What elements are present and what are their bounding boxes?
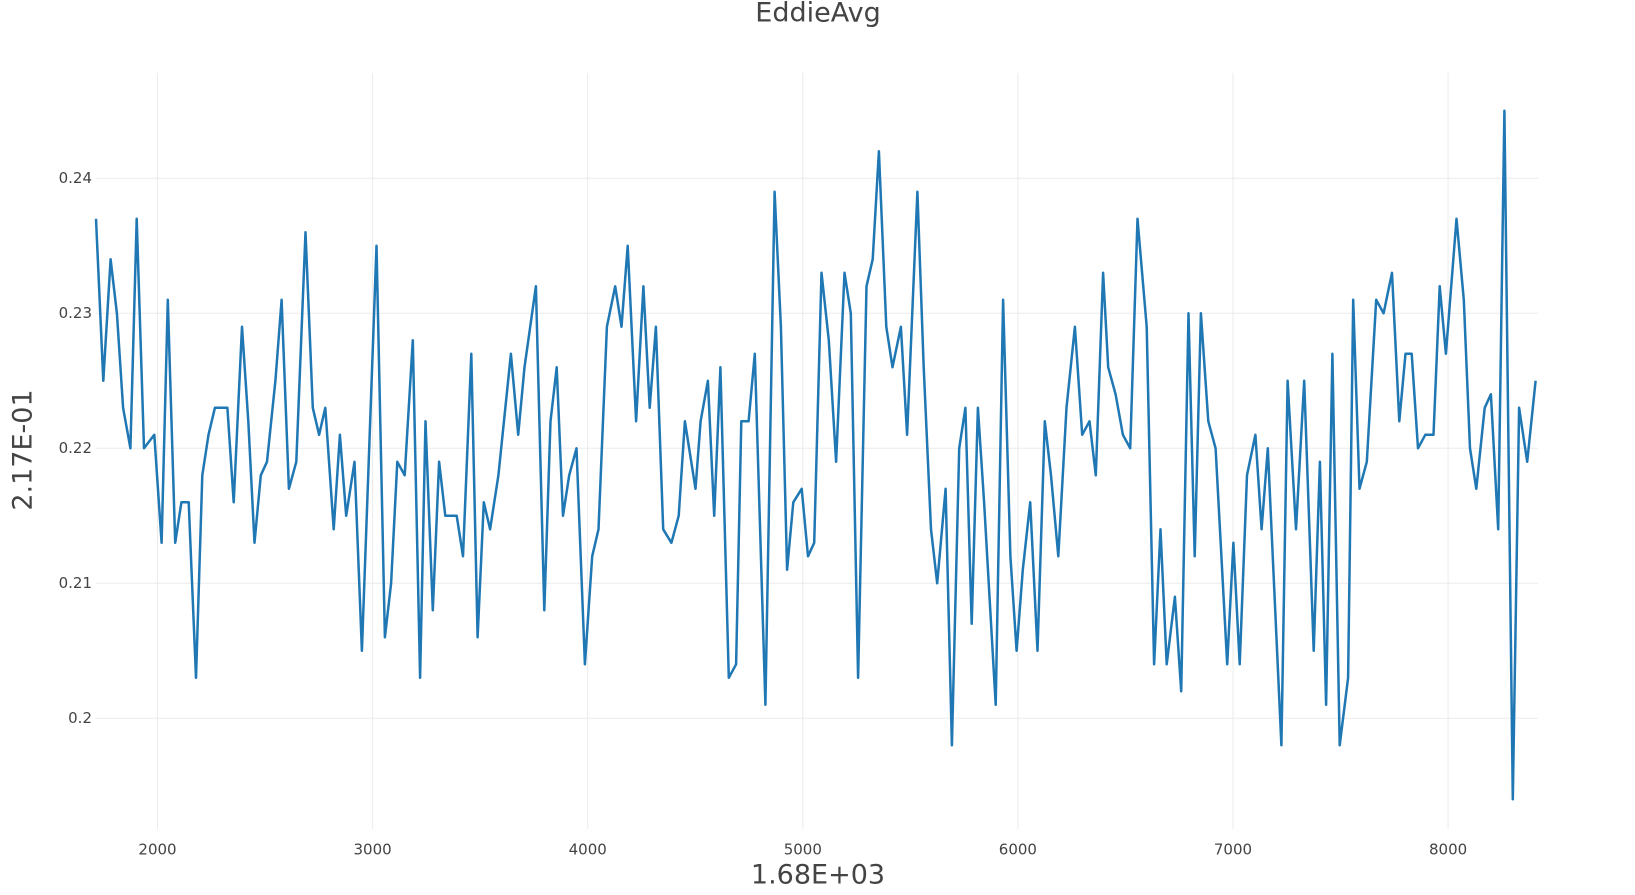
x-tick-label: 7000 (1214, 841, 1252, 859)
x-axis-label: 1.68E+03 (751, 860, 885, 891)
y-tick-label: 0.24 (59, 169, 92, 187)
x-tick-label: 3000 (354, 841, 392, 859)
x-tick-label: 2000 (138, 841, 176, 859)
y-axis-label: 2.17E-01 (8, 389, 39, 510)
y-tick-label: 0.2 (68, 709, 92, 727)
x-tick-label: 4000 (569, 841, 607, 859)
y-tick-label: 0.21 (59, 574, 92, 592)
data-line (94, 109, 1537, 801)
chart-title: EddieAvg (755, 0, 880, 29)
x-tick-label: 5000 (784, 841, 822, 859)
x-tick-label: 6000 (999, 841, 1037, 859)
y-tick-label: 0.23 (59, 304, 92, 322)
x-tick-label: 8000 (1429, 841, 1467, 859)
y-tick-label: 0.22 (59, 439, 92, 457)
